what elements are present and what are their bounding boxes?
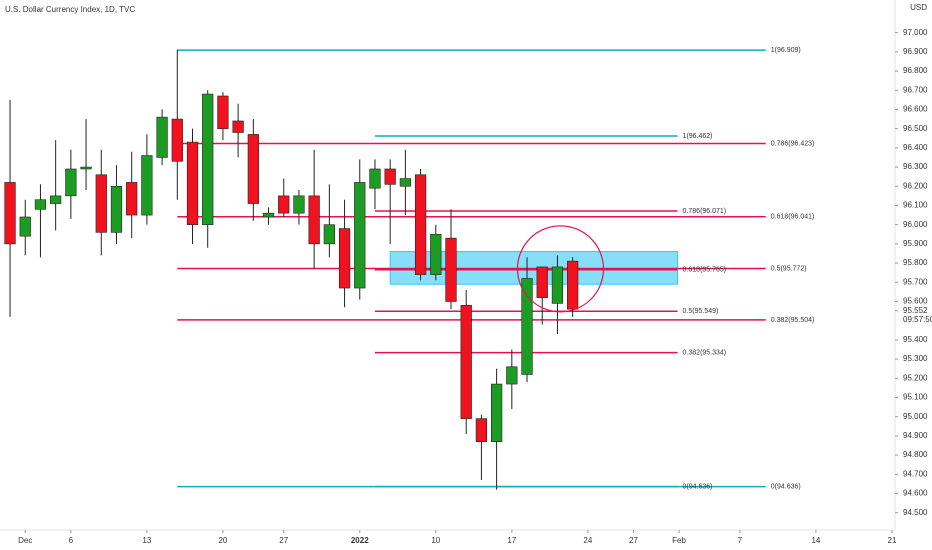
y-tick-label: 94.700 xyxy=(903,469,928,478)
candle-body xyxy=(567,260,579,310)
fib-label: 1(96.909) xyxy=(771,47,801,54)
y-tick-label: 96.900 xyxy=(903,47,928,56)
candle-body xyxy=(262,212,275,218)
candle-body xyxy=(384,168,396,185)
candle-body xyxy=(247,134,259,204)
fib-label: 0.618(95.765) xyxy=(683,267,727,274)
candle-body xyxy=(460,305,472,419)
y-tick-label: 95.600 xyxy=(903,297,928,306)
candle-body xyxy=(308,195,320,245)
x-tick-label: 14 xyxy=(811,536,820,545)
candle-body xyxy=(217,95,229,129)
x-tick-label: 27 xyxy=(279,536,288,545)
candle-body xyxy=(65,168,77,197)
y-tick-label: 96.700 xyxy=(903,85,928,94)
y-tick-label: 95.400 xyxy=(903,335,928,344)
y-tick-label: 96.400 xyxy=(903,143,928,152)
fib-label: 1(96.462) xyxy=(683,133,713,140)
fib-label: 0.382(95.504) xyxy=(771,317,815,324)
x-tick-label: 10 xyxy=(431,536,440,545)
fib-label: 0.786(96.071) xyxy=(683,208,727,215)
candle-body xyxy=(110,185,123,233)
candle-body xyxy=(445,237,457,302)
fib-label: 0(94.636) xyxy=(771,483,801,490)
candle-body xyxy=(414,174,427,275)
x-tick-label: 2022 xyxy=(351,536,369,545)
x-tick-label: 24 xyxy=(583,536,592,545)
candle-body xyxy=(4,182,16,245)
y-tick-label: 96.100 xyxy=(903,201,928,210)
y-tick-label: 95.900 xyxy=(903,239,928,248)
y-tick-label: 96.200 xyxy=(903,181,928,190)
currency: USD xyxy=(910,3,927,12)
y-tick-label: 96.800 xyxy=(903,66,928,75)
y-tick-label: 96.500 xyxy=(903,124,928,133)
fib-label: 0(94.636) xyxy=(683,483,713,490)
candle-body xyxy=(354,182,366,289)
y-tick-label: 96.600 xyxy=(903,105,928,114)
candle-body xyxy=(126,182,138,216)
y-tick-label: 94.600 xyxy=(903,489,928,498)
x-tick-label: 21 xyxy=(888,536,897,545)
candle-body xyxy=(323,224,335,245)
y-tick-label: 97.000 xyxy=(903,28,928,37)
candle-body xyxy=(19,216,31,237)
candle-body xyxy=(95,174,107,233)
y-tick-label: 95.300 xyxy=(903,354,928,363)
candle-body xyxy=(156,116,168,158)
candle-body xyxy=(34,199,47,210)
x-tick-label: 13 xyxy=(142,536,151,545)
y-tick-label: 94.500 xyxy=(903,508,928,517)
chart-title: U.S. Dollar Currency Index, 1D, TVC xyxy=(5,5,135,14)
y-tick-label: 96.300 xyxy=(903,162,928,171)
x-tick-label: 20 xyxy=(218,536,227,545)
candle-body xyxy=(506,366,518,385)
y-tick-label: 95.700 xyxy=(903,277,928,286)
fib-label: 0.382(95.334) xyxy=(683,349,727,356)
candle-body xyxy=(369,168,381,189)
countdown: 09:57:50 xyxy=(903,315,932,324)
candle-body xyxy=(50,195,62,204)
candle-body xyxy=(278,195,290,214)
last-price: 95.552 xyxy=(903,306,928,315)
y-tick-label: 95.800 xyxy=(903,258,928,267)
candle-body xyxy=(141,155,153,216)
x-tick-label: Feb xyxy=(672,536,686,545)
x-tick-label: 17 xyxy=(507,536,516,545)
candle-body xyxy=(551,266,564,304)
candle-body xyxy=(475,418,488,442)
fib-label: 0.786(96.423) xyxy=(771,140,815,147)
x-tick-label: 6 xyxy=(69,536,74,545)
candle-body xyxy=(80,166,92,170)
candle-body xyxy=(202,93,214,225)
y-tick-label: 95.100 xyxy=(903,393,928,402)
fib-label: 0.618(96.041) xyxy=(771,214,815,221)
x-tick-label: 27 xyxy=(629,536,638,545)
x-tick-label: 7 xyxy=(738,536,743,545)
candle-body xyxy=(293,195,305,214)
candle-body xyxy=(232,120,244,133)
candle-body xyxy=(338,228,351,289)
y-tick-label: 94.800 xyxy=(903,450,928,459)
y-tick-label: 96.000 xyxy=(903,220,928,229)
candle-body xyxy=(490,383,503,442)
y-tick-label: 95.200 xyxy=(903,373,928,382)
fib-label: 0.5(95.549) xyxy=(683,308,719,315)
candle-body xyxy=(430,233,442,275)
y-tick-label: 95.000 xyxy=(903,412,928,421)
highlight-circle xyxy=(516,225,605,313)
fib-label: 0.5(95.772) xyxy=(771,265,807,272)
candle-body xyxy=(399,178,412,187)
x-tick-label: Dec xyxy=(18,536,32,545)
y-tick-label: 94.900 xyxy=(903,431,928,440)
candle-body xyxy=(521,278,533,375)
candle-body xyxy=(186,141,199,225)
candle-body xyxy=(536,266,548,298)
candle-body xyxy=(171,118,183,162)
